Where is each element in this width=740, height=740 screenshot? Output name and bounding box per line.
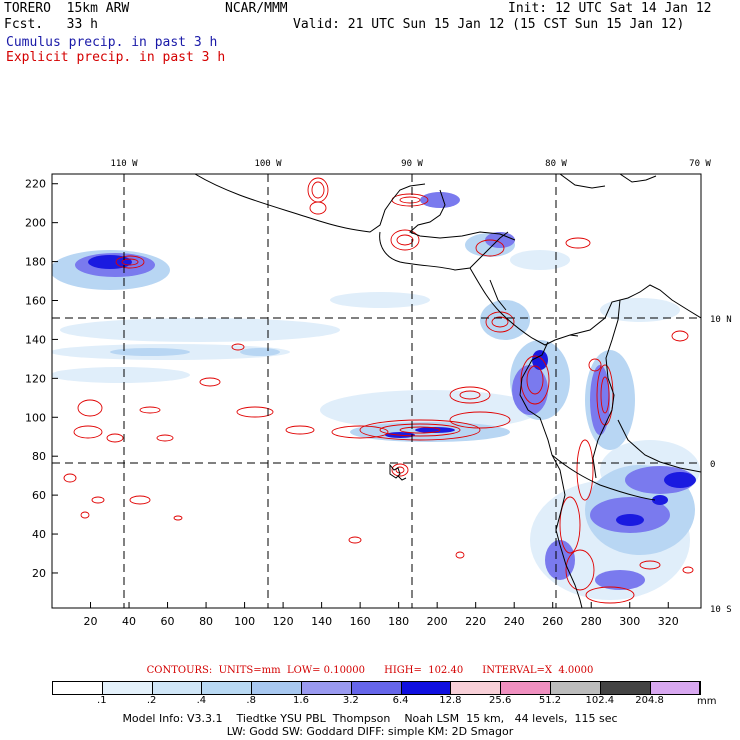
lat-label: 10 S — [710, 605, 732, 615]
legend-swatch — [252, 682, 302, 694]
model-name: TORERO 15km ARW — [4, 1, 130, 16]
x-tick-label: 120 — [273, 615, 294, 628]
lon-label: 90 W — [401, 159, 423, 169]
lat-label: 0 — [710, 460, 715, 470]
x-tick-label: 320 — [658, 615, 679, 628]
explicit-title: Explicit precip. in past 3 h — [6, 50, 226, 65]
legend-label: .2 — [146, 695, 157, 706]
y-tick-label: 60 — [32, 489, 46, 502]
legend-label: 6.4 — [392, 695, 409, 706]
legend-swatch — [451, 682, 502, 694]
model-info-line1: Model Info: V3.3.1 Tiedtke YSU PBL Thomp… — [122, 712, 618, 725]
legend-swatch — [152, 682, 203, 694]
legend-label: 1.6 — [293, 695, 309, 706]
legend-labels: .1 .2 .4 .8 1.6 3.2 6.4 12.8 25.6 51.2 102.4 204.8 — [52, 695, 712, 707]
lon-label: 100 W — [254, 159, 282, 169]
y-tick-label: 200 — [25, 217, 46, 230]
legend-label: 204.8 — [635, 695, 664, 706]
legend-label: .1 — [97, 695, 107, 706]
lat-lon-grid — [52, 174, 701, 608]
legend-swatch — [401, 682, 452, 694]
contour-units: UNITS=mm — [218, 665, 281, 676]
init-time: Init: 12 UTC Sat 14 Jan 12 — [508, 1, 712, 16]
legend-swatch — [102, 682, 153, 694]
lon-label: 70 W — [689, 159, 711, 169]
cumulus-title: Cumulus precip. in past 3 h — [6, 35, 218, 50]
legend-label: .8 — [246, 695, 256, 706]
y-tick-label: 180 — [25, 256, 46, 269]
explicit-precip-contours — [63, 177, 694, 604]
lon-label: 80 W — [545, 159, 567, 169]
x-tick-label: 60 — [161, 615, 175, 628]
model-info-line2: LW: Godd SW: Goddard DIFF: simple KM: 2D… — [226, 725, 514, 738]
legend-units: mm — [697, 696, 717, 707]
x-tick-label: 300 — [619, 615, 640, 628]
x-tick-label: 100 — [234, 615, 255, 628]
legend-label: 51.2 — [538, 695, 562, 706]
lat-label: 10 N — [710, 315, 732, 325]
legend-label: 3.2 — [342, 695, 359, 706]
legend-label: 102.4 — [585, 695, 615, 706]
x-tick-label: 220 — [465, 615, 486, 628]
legend-swatch — [351, 682, 402, 694]
legend-label: 12.8 — [439, 695, 462, 706]
contour-info: CONTOURS: UNITS=mm LOW= 0.10000 HIGH= 10… — [0, 665, 740, 676]
contour-interval: INTERVAL=X 4.0000 — [482, 665, 594, 676]
x-tick-label: 200 — [427, 615, 448, 628]
contour-low: LOW= 0.10000 — [286, 665, 366, 676]
precip-map: 110 W 100 W 90 W 80 W 70 W 10 N 0 10 S 2… — [25, 159, 732, 628]
forecast-hour: Fcst. 33 h — [4, 17, 98, 32]
legend-swatch — [501, 682, 551, 694]
color-legend — [52, 681, 702, 695]
y-tick-label: 220 — [25, 178, 46, 191]
y-tick-label: 100 — [25, 411, 46, 424]
contour-label: CONTOURS: — [146, 665, 213, 676]
legend-swatch — [301, 682, 352, 694]
map-frame — [51, 173, 702, 609]
x-tick-label: 240 — [504, 615, 525, 628]
legend-swatch — [600, 682, 651, 694]
center-name: NCAR/MMM — [225, 1, 288, 16]
legend-swatch — [202, 682, 253, 694]
x-tick-label: 160 — [350, 615, 371, 628]
y-tick-label: 140 — [25, 333, 46, 346]
legend-swatch — [550, 682, 601, 694]
coastlines — [194, 174, 701, 608]
y-tick-label: 120 — [25, 372, 46, 385]
y-axis-ticks: 20 40 60 80 100 120 140 160 180 200 220 — [25, 178, 58, 580]
x-tick-label: 260 — [542, 615, 563, 628]
y-tick-label: 20 — [32, 567, 46, 580]
legend-swatch — [650, 682, 701, 694]
x-tick-label: 280 — [581, 615, 602, 628]
x-tick-label: 180 — [388, 615, 409, 628]
y-tick-label: 160 — [25, 295, 46, 308]
contour-high: HIGH= 102.40 — [384, 665, 464, 676]
legend-swatch — [53, 682, 103, 694]
y-tick-label: 80 — [32, 450, 46, 463]
x-tick-label: 140 — [311, 615, 332, 628]
legend-label: .4 — [196, 695, 207, 706]
legend-label: 25.6 — [489, 695, 512, 706]
y-tick-label: 40 — [32, 528, 46, 541]
x-tick-label: 80 — [199, 615, 213, 628]
x-tick-label: 20 — [84, 615, 98, 628]
x-axis-ticks: 20 40 60 80 100 120 140 160 180 200 220 240 260 280 30… — [84, 602, 679, 628]
lon-label: 110 W — [110, 159, 138, 169]
valid-time: Valid: 21 UTC Sun 15 Jan 12 (15 CST Sun … — [293, 17, 685, 32]
x-tick-label: 40 — [122, 615, 136, 628]
